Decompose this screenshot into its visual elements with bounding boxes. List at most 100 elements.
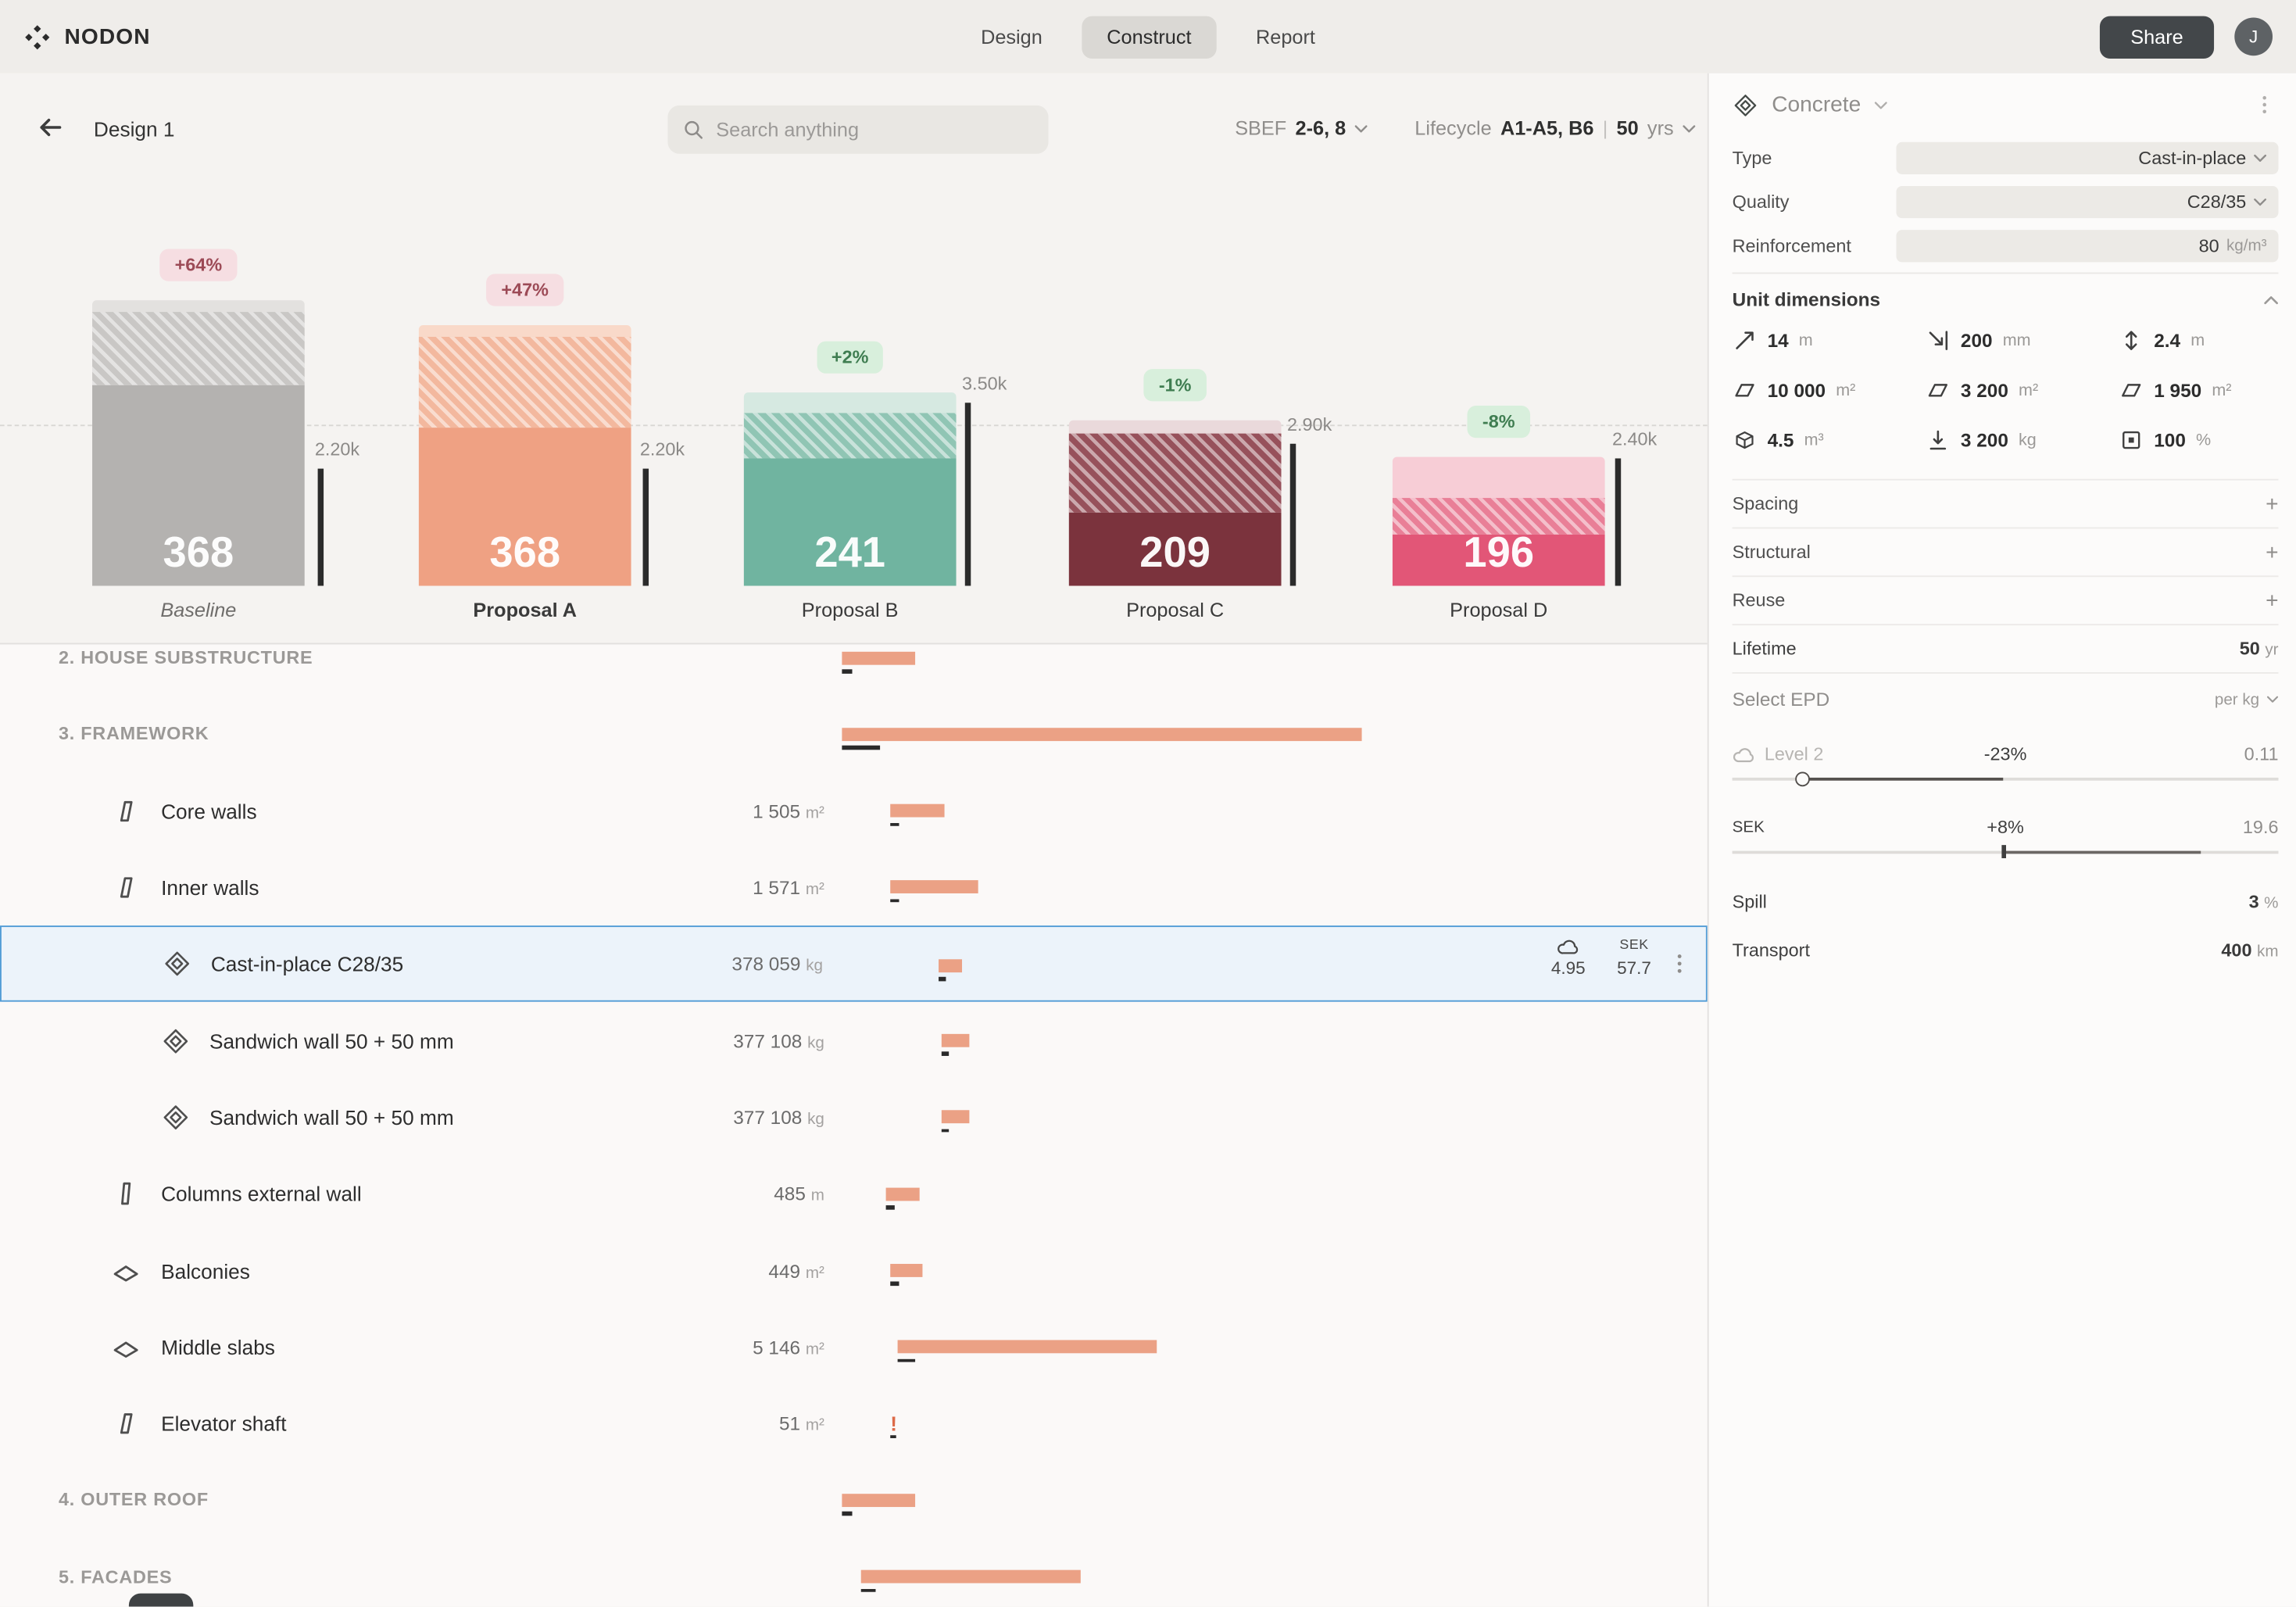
design-toolbar: Design 1 SBEF 2-6, 8 Lifecycle A1-A5, B6… — [0, 105, 1708, 156]
wall-icon — [111, 796, 140, 825]
chevron-down-icon — [2254, 198, 2267, 206]
type-select[interactable]: Cast-in-place — [1896, 141, 2279, 174]
section-structural[interactable]: Structural + — [1732, 527, 2279, 576]
list-section-house-substructure[interactable]: 2. HOUSE SUBSTRUCTURE — [0, 620, 1708, 696]
nodon-logo-text: NODON — [64, 23, 151, 49]
list-item-middle-slabs[interactable]: Middle slabs 5 146 m² — [0, 1308, 1708, 1385]
tab-construct[interactable]: Construct — [1082, 15, 1217, 59]
row-label: Columns external wall — [161, 1182, 362, 1206]
bar-segment-hatched — [1392, 498, 1605, 535]
cost-indicator: SEK 57.7 — [1604, 938, 1665, 979]
plus-icon: + — [2266, 539, 2279, 565]
reinforcement-input[interactable]: 80 kg/m³ — [1896, 230, 2279, 263]
section-label: Spacing — [1732, 493, 1799, 514]
section-spacing[interactable]: Spacing + — [1732, 478, 2279, 528]
search-box[interactable] — [667, 105, 1049, 154]
co2-value: 4.95 — [1550, 957, 1586, 979]
bar-segment-light — [743, 392, 957, 413]
dimension-length: 14 m — [1733, 328, 1926, 353]
bar-segment-hatched — [743, 413, 957, 459]
chart-bar-proposal-d[interactable]: -8% 196 Proposal D — [1392, 406, 1605, 621]
row-label: Sandwich wall 50 + 50 mm — [209, 1105, 454, 1129]
list-item-sandwich-wall-2[interactable]: Sandwich wall 50 + 50 mm 377 108 kg — [0, 1079, 1708, 1156]
slider-thumb[interactable] — [1795, 771, 1810, 786]
list-item-core-walls[interactable]: Core walls 1 505 m² — [0, 773, 1708, 850]
lifetime-value: 50 — [2239, 638, 2260, 660]
avatar[interactable]: J — [2234, 17, 2273, 56]
row-quantity: 377 108 kg — [733, 1029, 824, 1052]
chart-bar-proposal-a[interactable]: +47% 368 Proposal A — [418, 274, 631, 621]
wall-icon — [111, 873, 140, 902]
chart-bar-baseline[interactable]: +64% 368 Baseline — [92, 249, 305, 621]
bottom-left-widget[interactable] — [128, 1593, 194, 1607]
list-item-inner-walls[interactable]: Inner walls 1 571 m² — [0, 850, 1708, 926]
row-label: Middle slabs — [161, 1335, 275, 1359]
type-value: Cast-in-place — [2138, 148, 2247, 169]
dimension-area-3: 1 950 m² — [2119, 378, 2278, 403]
chart-bar-proposal-b[interactable]: +2% 241 Proposal B — [743, 341, 957, 621]
marker-label: 3.50k — [962, 373, 1007, 395]
chart-bar-proposal-c[interactable]: -1% 209 Proposal C — [1068, 369, 1282, 621]
bar-value: 209 — [1139, 530, 1211, 578]
field-label: Quality — [1732, 191, 1790, 213]
bar-category-label: Proposal A — [473, 599, 578, 621]
delta-badge: +47% — [486, 274, 563, 306]
delta-badge: -1% — [1144, 369, 1207, 402]
unit-dimensions-header[interactable]: Unit dimensions — [1732, 272, 2279, 325]
chevron-down-icon[interactable] — [1874, 100, 1887, 109]
select-epd-row[interactable]: Select EPD per kg — [1732, 672, 2279, 725]
list-item-balconies[interactable]: Balconies 449 m² — [0, 1233, 1708, 1309]
lifetime-row: Lifetime 50 yr — [1732, 624, 2279, 672]
dimension-area-1: 10 000 m² — [1733, 378, 1926, 403]
chevron-down-icon — [2254, 154, 2267, 163]
epd-level-row: Level 2 -23% 0.11 — [1733, 739, 2279, 768]
list-item-columns-external-wall[interactable]: Columns external wall 485 m — [0, 1156, 1708, 1233]
impact-bar — [939, 958, 963, 972]
slider-track[interactable] — [1732, 777, 2279, 780]
tab-report[interactable]: Report — [1255, 25, 1315, 48]
section-label: 3. FRAMEWORK — [58, 724, 209, 745]
epd-slider[interactable] — [1732, 769, 2279, 789]
panel-menu-button[interactable] — [2254, 94, 2276, 116]
bar-stack: 196 — [1392, 456, 1605, 586]
list-section-facades[interactable]: 5. FACADES — [0, 1538, 1708, 1606]
bar-value: 196 — [1463, 530, 1535, 578]
list-section-outer-roof[interactable]: 4. OUTER ROOF — [0, 1462, 1708, 1538]
sbef-dropdown[interactable]: SBEF 2-6, 8 — [1235, 117, 1368, 139]
slider-thumb[interactable] — [2001, 845, 2006, 858]
impact-baseline-tick — [941, 1052, 950, 1056]
lifecycle-dropdown[interactable]: Lifecycle A1-A5, B6 | 50 yrs — [1414, 117, 1695, 139]
slider-fill — [1802, 777, 2004, 780]
quality-select[interactable]: C28/35 — [1896, 185, 2279, 219]
bar-segment-solid: 196 — [1392, 530, 1605, 586]
lifecycle-years: 50 — [1616, 116, 1639, 140]
list-item-elevator-shaft[interactable]: Elevator shaft 51 m² ! — [0, 1385, 1708, 1462]
slab-icon — [111, 1256, 140, 1285]
back-button[interactable] — [35, 113, 70, 148]
warning-indicator: ! — [890, 1412, 897, 1436]
comparison-chart: +64% 368 Baseline 2.20k — [0, 191, 1708, 645]
epd-mode-dropdown[interactable]: per kg — [2215, 690, 2279, 708]
list-section-framework[interactable]: 3. FRAMEWORK — [0, 696, 1708, 773]
impact-baseline-tick — [897, 1358, 916, 1362]
list-item-sandwich-wall-1[interactable]: Sandwich wall 50 + 50 mm 377 108 kg — [0, 1003, 1708, 1079]
reinforcement-unit: kg/m³ — [2226, 237, 2267, 256]
impact-baseline-tick — [890, 899, 899, 903]
epd-level: Level 2 — [1733, 744, 1823, 764]
list-item-cast-in-place-selected[interactable]: Cast-in-place C28/35 378 059 kg 4.95 SEK… — [0, 925, 1708, 1003]
transport-label: Transport — [1732, 939, 1810, 961]
area-icon — [1733, 378, 1758, 403]
impact-bar — [890, 804, 945, 818]
share-button[interactable]: Share — [2099, 15, 2215, 59]
separator: | — [1602, 116, 1608, 140]
bar-stack: 209 — [1068, 420, 1282, 586]
row-menu-button[interactable] — [1668, 953, 1691, 976]
section-reuse[interactable]: Reuse + — [1732, 575, 2279, 624]
search-input[interactable] — [716, 118, 1034, 141]
tab-design[interactable]: Design — [981, 25, 1042, 48]
field-label: Reinforcement — [1732, 235, 1851, 256]
impact-bar — [885, 1186, 920, 1201]
sek-slider[interactable] — [1732, 842, 2279, 862]
spill-label: Spill — [1732, 891, 1767, 912]
kebab-menu-icon — [2254, 94, 2276, 116]
